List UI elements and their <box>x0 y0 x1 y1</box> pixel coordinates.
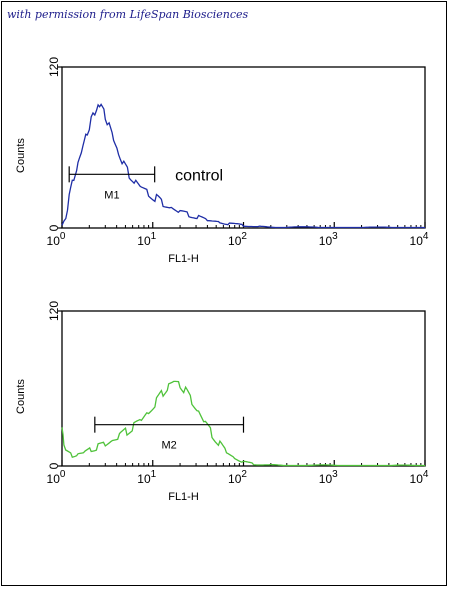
y-tick-label: 0 <box>47 224 61 231</box>
x-tick-label: 103 <box>319 469 338 486</box>
y-tick-label: 120 <box>47 57 61 77</box>
x-tick-label: 100 <box>47 469 66 486</box>
x-tick-label: 103 <box>319 231 338 248</box>
x-tick-label: 102 <box>228 469 247 486</box>
credit-text: with permission from LifeSpan Bioscience… <box>7 8 249 21</box>
x-tick-label: 101 <box>137 469 156 486</box>
marker-label: M2 <box>162 440 177 452</box>
x-tick-base: 10 <box>410 234 424 248</box>
x-tick-exponent: 3 <box>332 231 338 242</box>
histogram-line <box>61 103 426 229</box>
x-tick-exponent: 2 <box>241 231 247 242</box>
x-axis-label: FL1-H <box>168 253 199 265</box>
x-tick-base: 10 <box>319 472 333 486</box>
x-tick-base: 10 <box>319 234 333 248</box>
x-tick-exponent: 0 <box>60 231 66 242</box>
y-axis-label: Counts <box>15 379 27 414</box>
x-tick-base: 10 <box>228 472 242 486</box>
x-tick-label: 104 <box>410 231 429 248</box>
x-tick-base: 10 <box>228 234 242 248</box>
y-tick-label: 0 <box>47 462 61 469</box>
x-axis-label: FL1-H <box>168 491 199 503</box>
y-tick-label: 120 <box>47 301 61 321</box>
x-tick-exponent: 2 <box>241 469 247 480</box>
x-tick-label: 100 <box>47 231 66 248</box>
marker-label: M1 <box>104 189 119 201</box>
plot-area <box>61 310 426 467</box>
annotation-text: control <box>175 167 223 184</box>
x-tick-exponent: 1 <box>151 469 157 480</box>
x-tick-exponent: 4 <box>423 231 429 242</box>
histogram-line <box>61 380 426 467</box>
x-tick-exponent: 1 <box>151 231 157 242</box>
x-tick-label: 101 <box>137 231 156 248</box>
x-tick-exponent: 4 <box>423 469 429 480</box>
x-tick-label: 104 <box>410 469 429 486</box>
x-tick-base: 10 <box>47 472 61 486</box>
x-tick-base: 10 <box>137 234 151 248</box>
x-tick-base: 10 <box>47 234 61 248</box>
x-tick-base: 10 <box>137 472 151 486</box>
x-tick-base: 10 <box>410 472 424 486</box>
x-tick-label: 102 <box>228 231 247 248</box>
x-tick-exponent: 3 <box>332 469 338 480</box>
x-tick-exponent: 0 <box>60 469 66 480</box>
y-axis-label: Counts <box>15 138 27 173</box>
